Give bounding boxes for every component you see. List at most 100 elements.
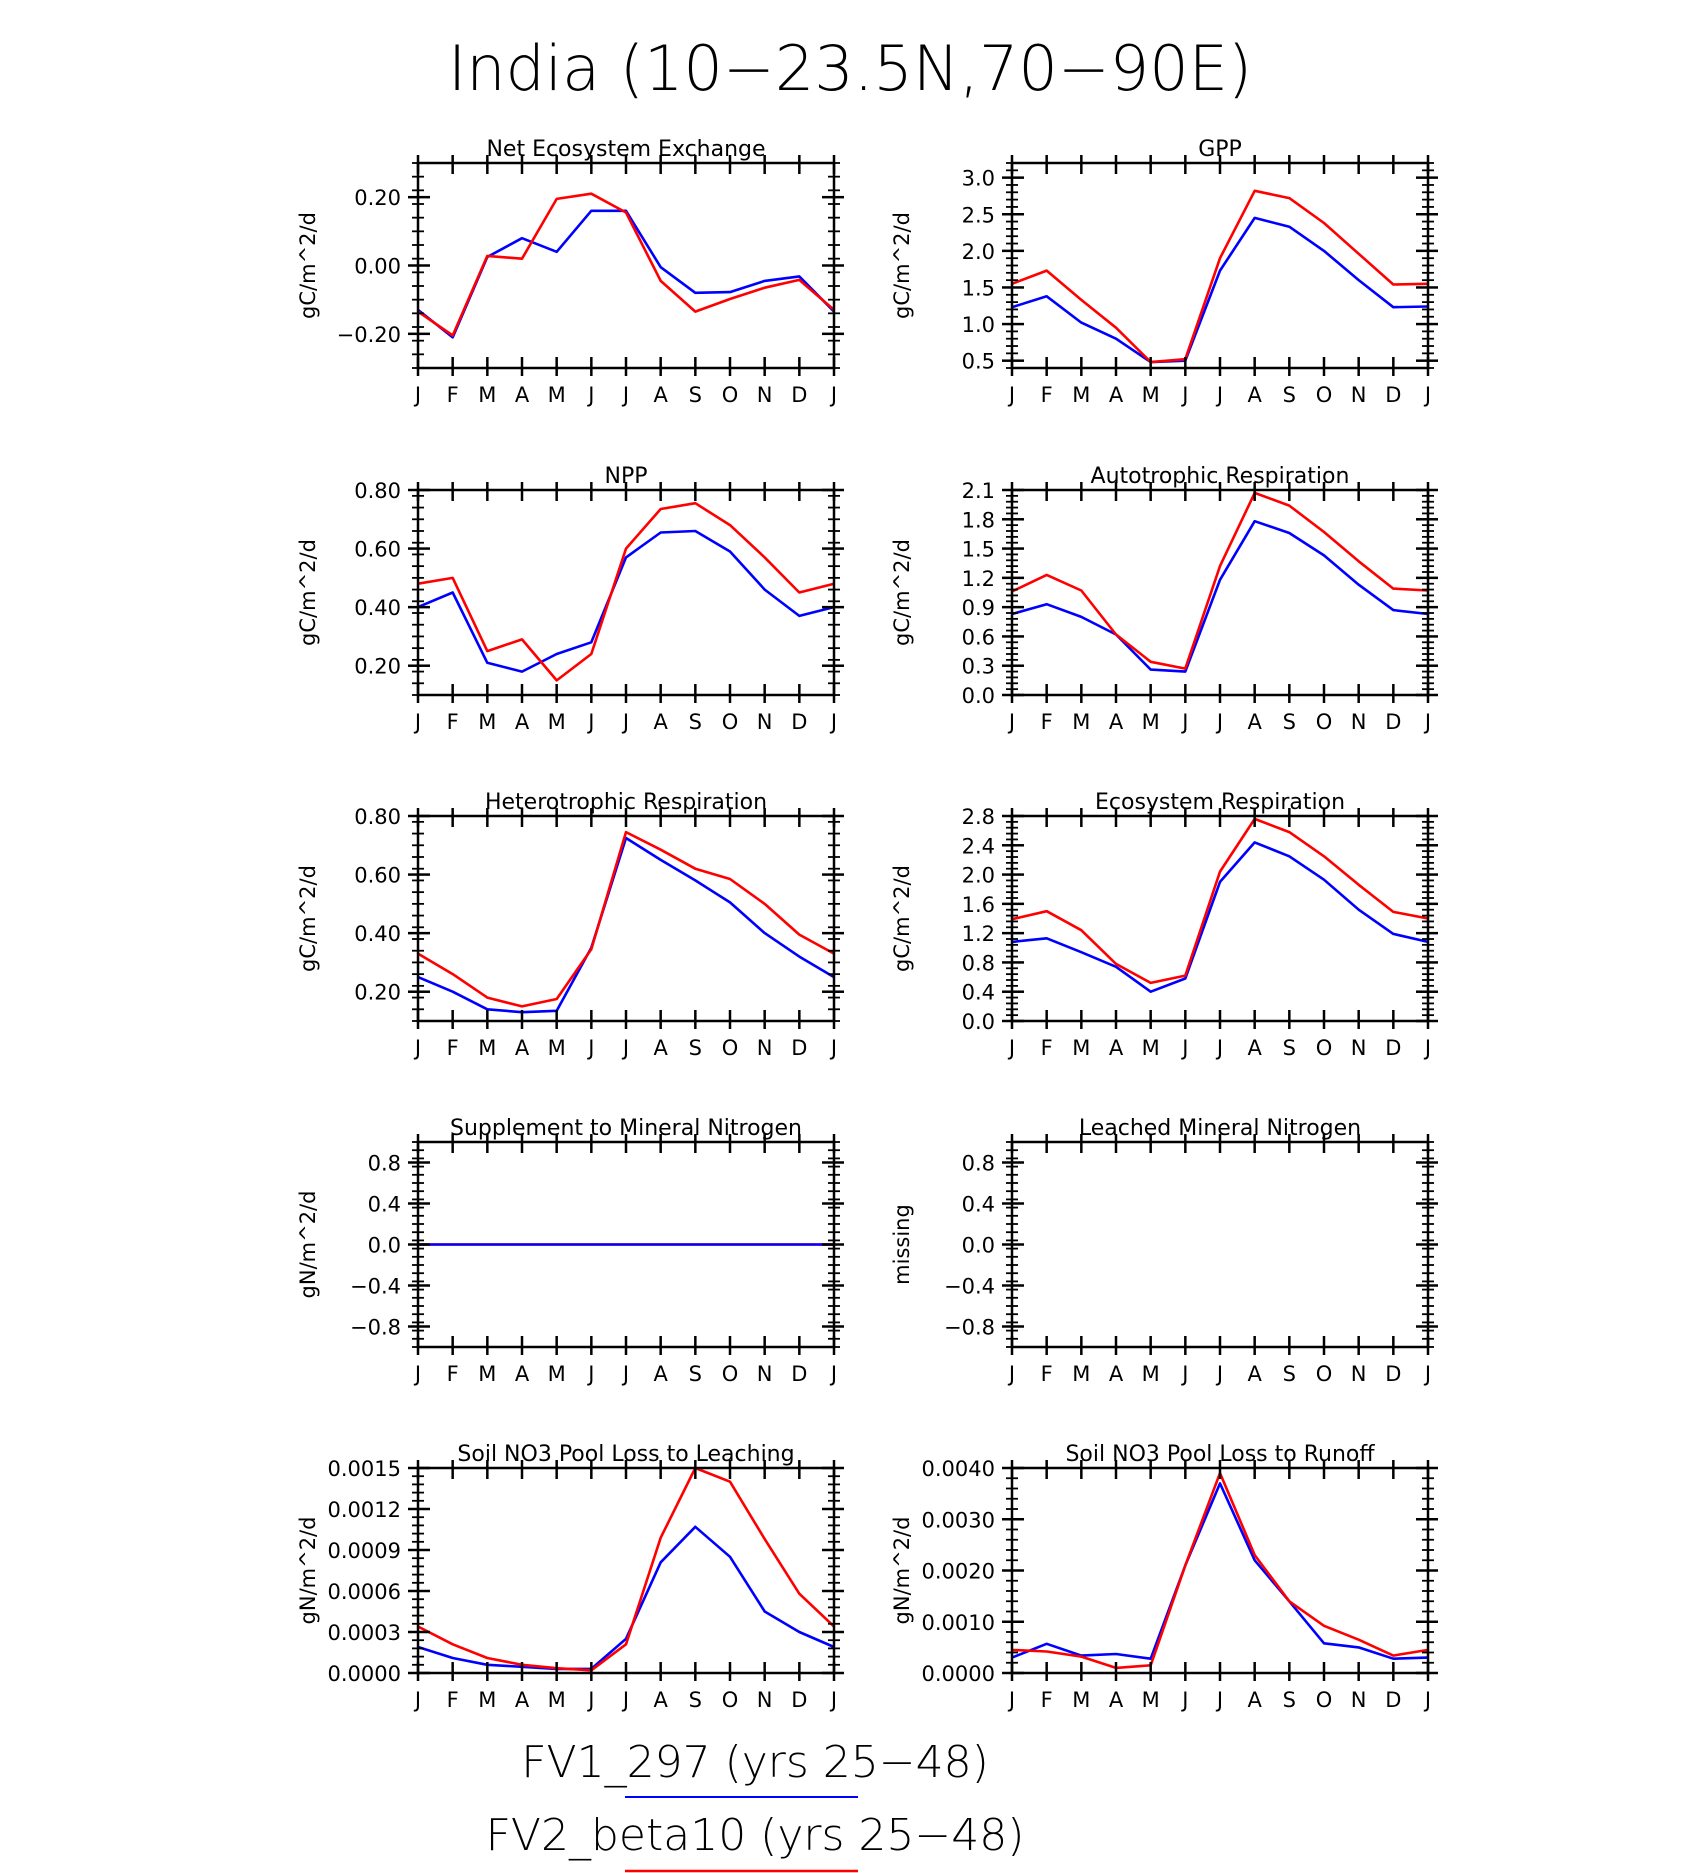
x-tick-label: O [1316, 1036, 1333, 1060]
x-tick-label: D [791, 383, 807, 407]
x-tick-label: A [653, 1362, 668, 1386]
series-line-ar-fv1_297 [1011, 519, 1429, 673]
plot-frame-leach [1010, 1140, 1430, 1349]
y-tick-label: 0.00 [354, 255, 401, 279]
x-tick-label: J [413, 710, 421, 734]
x-tick-label: N [1351, 1688, 1367, 1712]
x-tick-label: F [447, 1688, 459, 1712]
x-tick-label: J [586, 1688, 594, 1712]
y-tick-label: 0.3 [962, 655, 995, 679]
y-tick-label: 0.0 [962, 1234, 995, 1258]
plot-frame-npp [416, 488, 836, 697]
y-tick-label: 0.9 [962, 596, 995, 620]
y-tick-label: 0.4 [368, 1193, 401, 1217]
x-tick-label: A [653, 1036, 668, 1060]
x-tick-label: A [653, 383, 668, 407]
legend-entry-fv1: FV1_297 (yrs 25−48) [521, 1737, 989, 1788]
x-tick-label: D [791, 1036, 807, 1060]
x-tick-label: J [1423, 1362, 1431, 1386]
x-tick-label: N [757, 1688, 773, 1712]
x-tick-label: J [1423, 710, 1431, 734]
y-tick-label: 0.20 [354, 655, 401, 679]
y-axis-label-hr: gC/m^2/d [296, 865, 320, 972]
x-tick-label: S [1283, 1688, 1296, 1712]
y-tick-label: 0.80 [354, 479, 401, 503]
x-tick-label: D [791, 1688, 807, 1712]
x-tick-label: J [413, 1036, 421, 1060]
y-tick-label: 0.5 [962, 350, 995, 374]
y-tick-label: 3.0 [962, 167, 995, 191]
x-tick-label: J [1180, 1688, 1188, 1712]
x-tick-label: D [1385, 1362, 1401, 1386]
x-tick-label: O [722, 1362, 739, 1386]
y-tick-label: 0.20 [354, 186, 401, 210]
x-tick-label: S [689, 1362, 702, 1386]
x-tick-label: F [447, 383, 459, 407]
x-tick-label: S [1283, 383, 1296, 407]
x-tick-label: F [447, 1362, 459, 1386]
x-tick-label: N [1351, 710, 1367, 734]
x-tick-label: J [1215, 1688, 1223, 1712]
x-tick-label: N [1351, 383, 1367, 407]
x-tick-label: J [413, 1688, 421, 1712]
x-tick-label: O [1316, 710, 1333, 734]
x-tick-label: J [1180, 710, 1188, 734]
x-tick-label: A [653, 710, 668, 734]
y-axis-label-smin: gN/m^2/d [296, 1191, 320, 1299]
y-tick-label: 2.4 [962, 834, 995, 858]
x-tick-label: N [757, 1036, 773, 1060]
x-tick-label: S [689, 710, 702, 734]
x-tick-label: O [722, 1036, 739, 1060]
x-tick-label: N [757, 1362, 773, 1386]
x-tick-label: J [1180, 383, 1188, 407]
y-tick-label: 1.5 [962, 276, 995, 300]
series-line-hr-fv2_beta10 [417, 830, 835, 1008]
series-line-nee-fv2_beta10 [417, 192, 835, 337]
x-tick-label: J [1180, 1362, 1188, 1386]
x-tick-label: A [1109, 1688, 1124, 1712]
x-tick-label: M [548, 1362, 566, 1386]
y-tick-label: 0.80 [354, 805, 401, 829]
y-tick-label: 0.0040 [922, 1457, 995, 1481]
x-tick-label: J [829, 1036, 837, 1060]
x-tick-label: F [447, 710, 459, 734]
x-tick-label: S [689, 1036, 702, 1060]
y-tick-label: 0.0009 [328, 1539, 401, 1563]
y-axis-label-gpp: gC/m^2/d [890, 212, 914, 319]
x-tick-label: J [1180, 1036, 1188, 1060]
x-tick-label: A [1247, 1362, 1262, 1386]
y-tick-label: 1.6 [962, 893, 995, 917]
x-tick-label: J [413, 1362, 421, 1386]
x-tick-label: J [829, 1362, 837, 1386]
x-tick-label: J [1007, 1688, 1015, 1712]
x-tick-label: F [1041, 383, 1053, 407]
x-tick-label: M [548, 1036, 566, 1060]
y-tick-label: 0.8 [962, 951, 995, 975]
x-tick-label: J [1423, 1688, 1431, 1712]
legend-entry-fv2: FV2_beta10 (yrs 25−48) [486, 1810, 1025, 1861]
plot-frame-nee [416, 161, 836, 370]
x-tick-label: M [1142, 1036, 1160, 1060]
y-tick-label: −0.4 [350, 1275, 401, 1299]
x-tick-label: M [1142, 1688, 1160, 1712]
x-tick-label: M [1072, 1362, 1090, 1386]
y-tick-label: −0.4 [944, 1275, 995, 1299]
x-tick-label: J [621, 1362, 629, 1386]
legend: FV1_297 (yrs 25−48) FV2_beta10 (yrs 25−4… [486, 1737, 1025, 1873]
y-tick-label: 0.0020 [922, 1560, 995, 1584]
y-tick-label: 0.0010 [922, 1611, 995, 1635]
x-tick-label: S [1283, 1362, 1296, 1386]
y-tick-label: 0.8 [368, 1152, 401, 1176]
x-tick-label: A [1247, 383, 1262, 407]
x-tick-label: J [1007, 710, 1015, 734]
x-tick-label: F [1041, 1036, 1053, 1060]
series-line-gpp-fv2_beta10 [1011, 189, 1429, 364]
series-line-hr-fv1_297 [417, 836, 835, 1014]
x-tick-label: O [722, 1688, 739, 1712]
x-tick-label: N [1351, 1362, 1367, 1386]
